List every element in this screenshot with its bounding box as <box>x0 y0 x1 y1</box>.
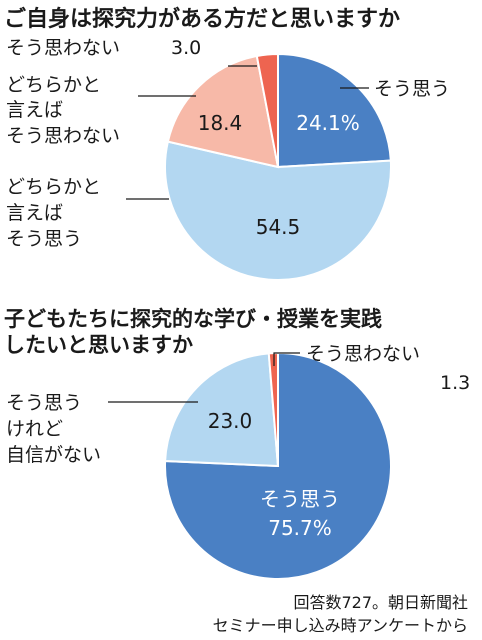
c1-label-omowanai: そう思わない <box>6 37 120 59</box>
c1-label-dochira-omowanai-3: そう思わない <box>6 125 120 147</box>
c1-label-dochira-omou-1: どちらかと <box>6 176 101 198</box>
pie1-slice-2 <box>166 54 280 169</box>
source-line-1: 回答数727。朝日新聞社 <box>293 593 468 612</box>
chart2-title-line1: 子どもたちに探究的な学び・授業を実践 <box>4 307 382 331</box>
c2-label-omowanai: そう思わない <box>306 343 420 365</box>
chart2-title-line2: したいと思いますか <box>4 333 193 357</box>
c2-label-jishin-1: そう思う <box>6 392 82 414</box>
c1-label-sou-omou: そう思う <box>374 78 450 100</box>
c2-label-omowanai-value: 1.3 <box>440 372 470 394</box>
c1-value-sou-omou: 24.1% <box>296 111 360 135</box>
c1-value-dochira-omou: 54.5 <box>256 215 301 239</box>
source-line-2: セミナー申し込み時アンケートから <box>213 616 468 635</box>
chart1-title: ご自身は探究力がある方だと思いますか <box>4 6 400 32</box>
pie1-slice-3 <box>255 52 279 168</box>
pie-chart-1 <box>164 52 392 282</box>
c1-label-dochira-omou-2: 言えば <box>6 202 63 224</box>
pie1-slice-0 <box>277 52 392 169</box>
c1-value-dochira-omowanai: 18.4 <box>198 111 243 135</box>
pie-chart-2 <box>164 351 392 580</box>
c1-label-dochira-omou-3: そう思う <box>6 228 82 250</box>
c2-value-jishin: 23.0 <box>208 409 253 433</box>
leader-c2-omowanai <box>273 352 300 366</box>
c1-label-omowanai-value: 3.0 <box>171 37 201 59</box>
c1-label-dochira-omowanai-2: 言えば <box>6 99 63 121</box>
pie1-slice-1 <box>164 140 392 282</box>
c2-label-jishin-2: けれど <box>6 418 63 440</box>
c2-label-sou-omou-inner: そう思う <box>260 487 340 511</box>
c2-label-jishin-3: 自信がない <box>6 444 101 466</box>
pie2-slice-1 <box>164 352 280 468</box>
c1-label-dochira-omowanai-1: どちらかと <box>6 74 101 96</box>
c2-value-sou-omou: 75.7% <box>268 516 332 540</box>
